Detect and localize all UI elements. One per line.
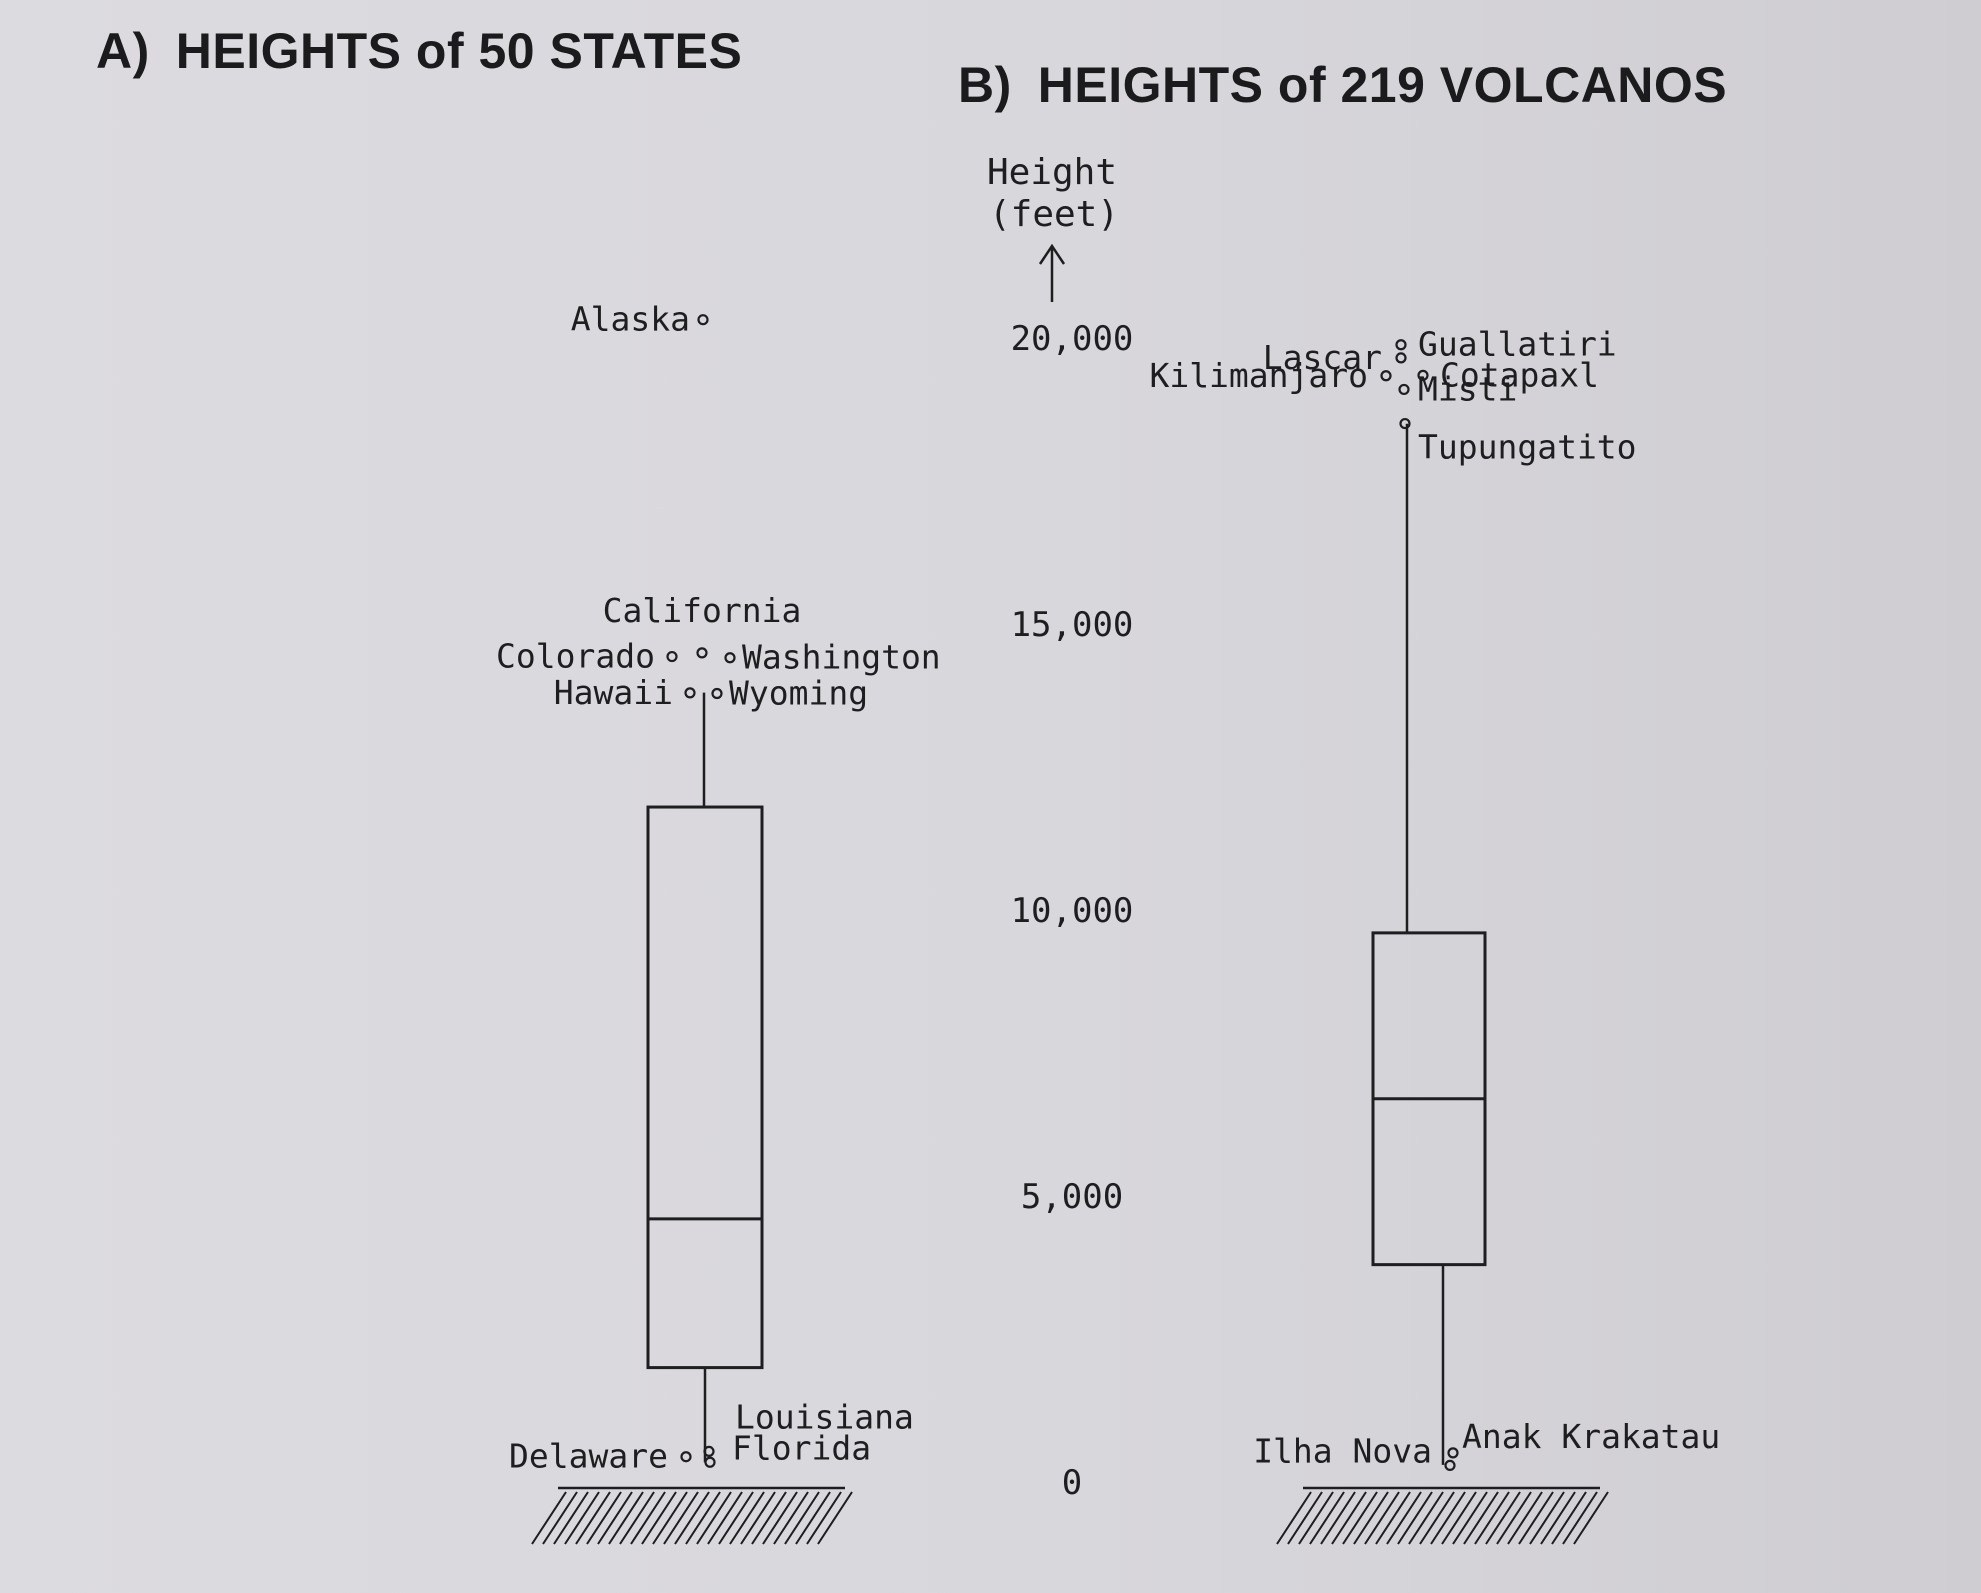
box-iqr <box>646 805 764 1370</box>
outlier-label-california: California <box>603 591 802 630</box>
outlier-label-alaska: Alaska <box>571 300 690 339</box>
outlier-point-tupungatito <box>1399 417 1411 430</box>
y-tick-label: 5,000 <box>1021 1177 1123 1217</box>
outlier-label-delaware: Delaware <box>509 1437 668 1476</box>
outlier-label-hawaii: Hawaii <box>554 673 673 712</box>
outlier-point-misti <box>1398 383 1410 396</box>
outlier-point-lascar <box>1395 352 1407 364</box>
outlier-point-california <box>696 647 708 659</box>
panel-a-boxplot: Alaska California Colorado Washington Hawaii… <box>496 300 941 1545</box>
outlier-label-cotapaxl: Cotapaxl <box>1440 355 1599 394</box>
outlier-label-colorado: Colorado <box>496 637 655 676</box>
panel-b-title-text: HEIGHTS of 219 VOLCANOS <box>1037 57 1728 113</box>
outlier-label-louisiana: Louisiana <box>735 1397 914 1436</box>
panel-b-title: B) HEIGHTS of 219 VOLCANOS <box>958 56 1727 114</box>
ground-hatching <box>531 1491 853 1545</box>
outlier-point-wyoming <box>711 687 723 700</box>
outlier-point-ilha-nova <box>1444 1459 1456 1472</box>
outlier-label-florida: Florida <box>732 1428 871 1467</box>
outlier-label-ilha-nova: Ilha Nova <box>1253 1431 1432 1470</box>
y-tick-label: 20,000 <box>1011 319 1134 359</box>
outlier-label-washington: Washington <box>742 638 941 677</box>
panel-b-boxplot: Guallatiri Lascar Cotapaxl Kilimanjaro Misti… <box>1149 325 1720 1545</box>
y-axis-title-line-2: (feet) <box>989 194 1119 235</box>
ground-hatching <box>1276 1491 1609 1545</box>
outlier-point-colorado <box>666 650 678 663</box>
panel-a-title-text: HEIGHTS of 50 STATES <box>175 23 743 79</box>
outlier-point-louisiana <box>703 1445 715 1457</box>
outlier-label-wyoming: Wyoming <box>729 673 868 712</box>
outlier-label-guallatiri: Guallatiri <box>1418 325 1617 364</box>
outlier-point-cotapaxl <box>1417 369 1429 381</box>
outlier-point-washington <box>724 652 736 664</box>
outlier-point-kilimanjaro <box>1380 370 1392 382</box>
y-axis-title-line-1: Height <box>987 152 1117 193</box>
y-tick-label: 15,000 <box>1011 605 1134 645</box>
y-tick-label: 0 <box>1062 1463 1082 1503</box>
outlier-label-anak-krakatau: Anak Krakatau <box>1462 1417 1720 1456</box>
panel-b-letter: B) <box>958 57 1012 113</box>
outlier-label-lascar: Lascar <box>1263 338 1382 377</box>
panel-a-title: A) HEIGHTS of 50 STATES <box>96 22 742 80</box>
outlier-point-guallatiri <box>1395 339 1407 351</box>
y-tick-label: 10,000 <box>1011 891 1134 931</box>
panel-a-letter: A) <box>96 23 150 79</box>
y-axis: Height(feet) 0 5,000 10,000 15,000 20,000 <box>987 152 1133 1503</box>
y-axis-arrow-icon <box>1038 243 1066 302</box>
outlier-point-hawaii <box>684 687 696 699</box>
outlier-label-kilimanjaro: Kilimanjaro <box>1149 356 1368 395</box>
outlier-label-tupungatito: Tupungatito <box>1418 428 1637 467</box>
outlier-point-alaska <box>697 314 709 326</box>
outlier-point-florida <box>704 1456 716 1468</box>
outlier-point-anak-krakatau <box>1447 1447 1459 1459</box>
outlier-label-misti: Misti <box>1418 369 1517 408</box>
outlier-point-delaware <box>680 1451 692 1463</box>
